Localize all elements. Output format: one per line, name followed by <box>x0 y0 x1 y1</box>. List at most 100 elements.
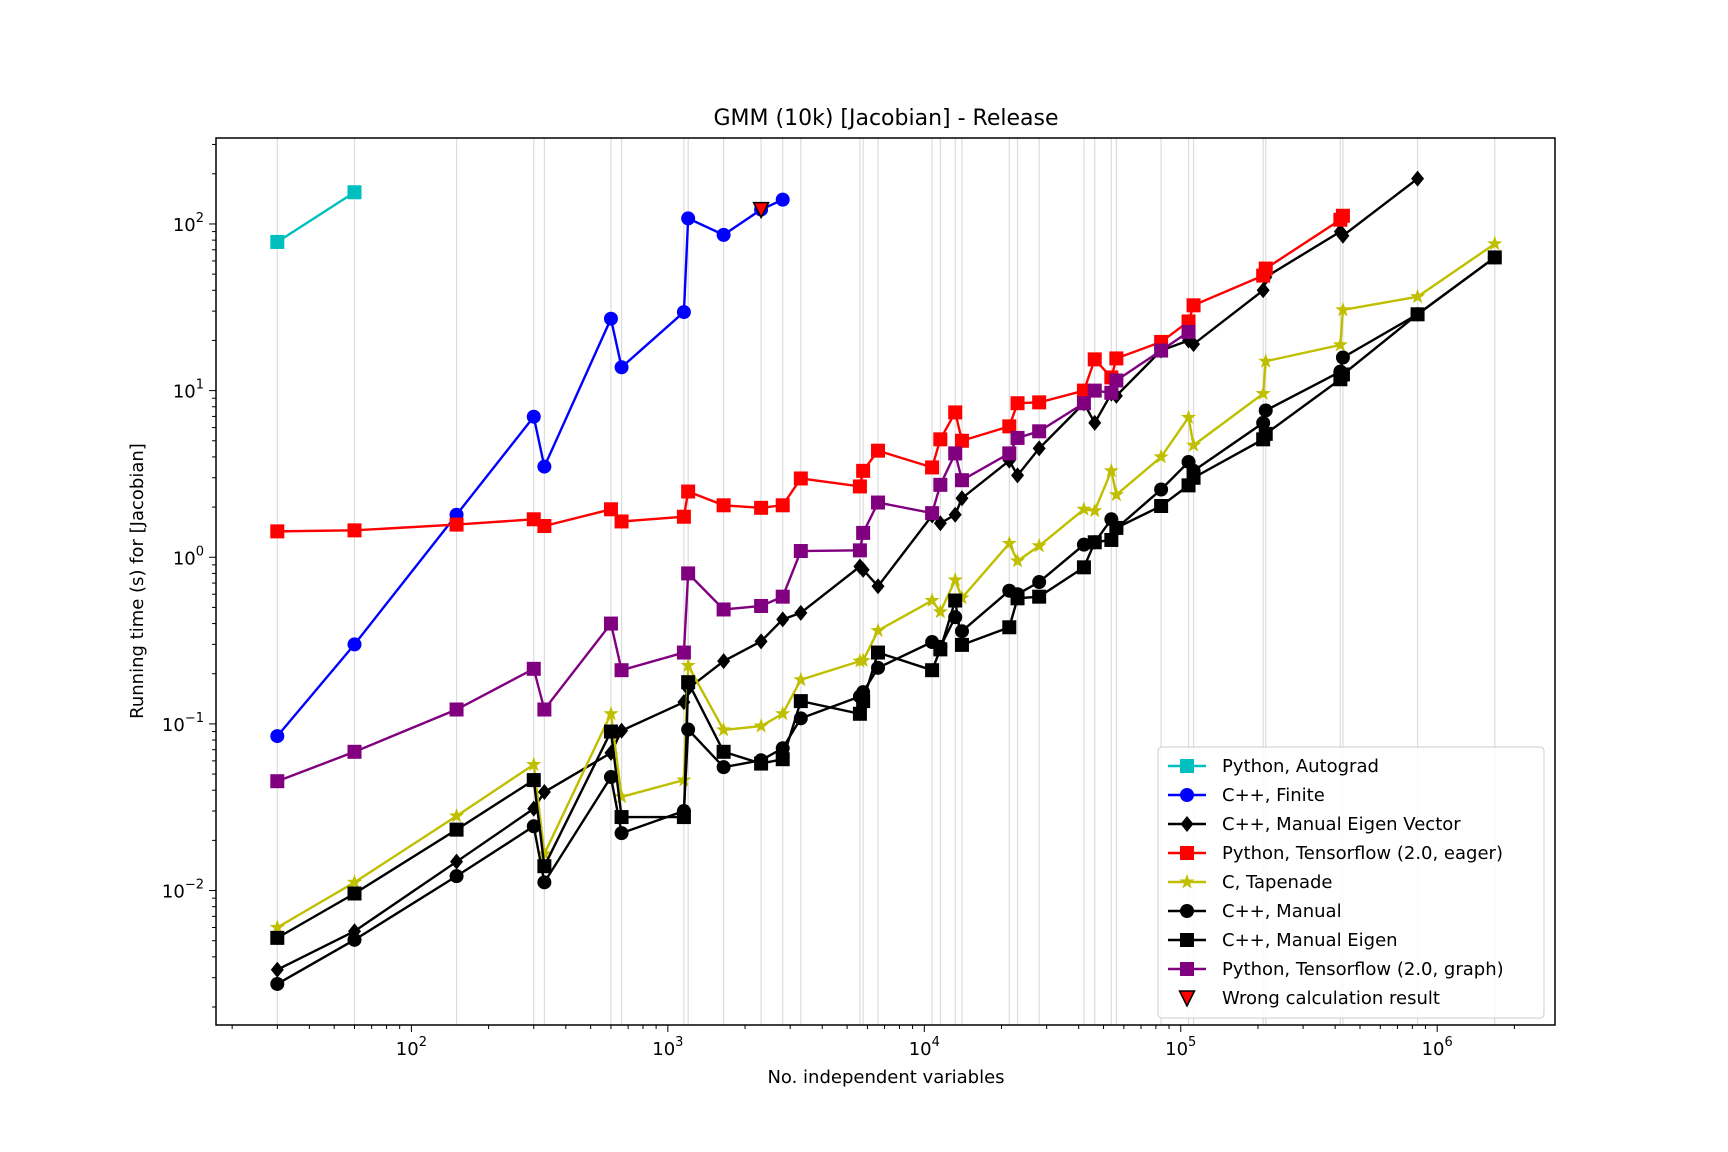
x-tick-exp: 4 <box>932 1035 940 1050</box>
data-point <box>933 642 948 657</box>
y-tick-exp: −2 <box>185 878 204 893</box>
y-tick-exp: 0 <box>196 544 204 559</box>
data-point <box>1032 424 1047 439</box>
data-point <box>948 405 963 420</box>
legend-marker <box>1180 933 1194 947</box>
y-tick-base: 10 <box>173 215 196 236</box>
data-point <box>1011 467 1025 484</box>
axes-frame <box>215 137 1556 1026</box>
data-point <box>1104 385 1119 400</box>
data-point <box>793 671 809 687</box>
data-point <box>681 211 696 226</box>
data-point <box>1032 589 1047 604</box>
data-point <box>1103 462 1119 478</box>
data-point <box>1087 502 1103 518</box>
data-point <box>1186 470 1201 485</box>
x-tick-base: 10 <box>396 1039 419 1060</box>
data-point <box>754 598 769 613</box>
data-point <box>924 592 940 607</box>
chart-title: GMM (10k) [Jacobian] - Release <box>714 106 1059 131</box>
data-point <box>955 490 969 507</box>
data-point <box>1256 282 1270 299</box>
data-point <box>347 886 362 901</box>
data-point <box>1087 383 1102 398</box>
legend-label: Python, Autograd <box>1222 756 1379 777</box>
legend-label: Python, Tensorflow (2.0, graph) <box>1222 959 1504 980</box>
data-point <box>614 360 629 375</box>
data-point <box>449 869 464 884</box>
data-point <box>270 976 285 991</box>
y-axis-label: Running time (s) for [Jacobian] <box>127 443 148 719</box>
data-point <box>603 705 619 721</box>
data-point <box>1187 336 1201 353</box>
data-point <box>1335 301 1351 317</box>
data-point <box>449 808 465 823</box>
legend-marker <box>1180 788 1194 802</box>
data-point <box>925 506 940 521</box>
y-tick-label: 10−2 <box>162 878 204 903</box>
x-axis-label: No. independent variables <box>767 1067 1004 1088</box>
data-point <box>716 498 731 513</box>
y-tick-exp: 2 <box>196 211 204 226</box>
legend-marker <box>1180 846 1194 860</box>
legend: Python, Autograd C++, Finite C++, Manual E… <box>1157 746 1545 1019</box>
legend-entry: C++, Manual <box>1168 901 1342 922</box>
data-point <box>852 479 867 494</box>
data-point <box>754 633 768 650</box>
data-point <box>1154 343 1169 358</box>
data-point <box>269 919 285 934</box>
legend-label: C++, Manual Eigen <box>1222 930 1398 951</box>
data-point <box>603 311 618 326</box>
data-point <box>603 616 618 631</box>
series-line <box>276 256 1496 939</box>
data-point <box>676 645 691 660</box>
data-point <box>775 705 791 721</box>
data-point <box>347 637 362 652</box>
data-point <box>1487 235 1503 251</box>
y-tick-base: 10 <box>173 382 196 403</box>
data-point <box>1104 532 1119 547</box>
y-tick-exp: −1 <box>185 711 204 726</box>
x-tick-exp: 3 <box>675 1035 683 1050</box>
data-point <box>1032 575 1047 590</box>
data-point <box>347 523 362 538</box>
legend-entry: C++, Manual Eigen Vector <box>1168 814 1461 835</box>
data-point <box>270 729 285 744</box>
data-point <box>793 544 808 559</box>
x-tick-base: 10 <box>1165 1039 1188 1060</box>
data-point <box>1002 419 1017 434</box>
data-point <box>526 756 542 772</box>
data-point <box>526 819 541 834</box>
data-point <box>537 875 552 890</box>
data-point <box>615 722 629 739</box>
x-tick-base: 10 <box>652 1039 675 1060</box>
data-point <box>1258 403 1273 418</box>
data-point <box>347 185 362 200</box>
y-tick-label: 100 <box>173 544 204 569</box>
data-point <box>794 604 808 621</box>
data-point <box>925 663 940 678</box>
data-point <box>870 622 886 638</box>
data-point <box>347 932 362 947</box>
data-point <box>948 446 963 461</box>
legend-label: C++, Finite <box>1222 785 1325 806</box>
y-tick-base: 10 <box>162 882 185 903</box>
data-point <box>526 409 541 424</box>
series-c-tapenade <box>269 235 1503 934</box>
legend-label: C, Tapenade <box>1222 872 1333 893</box>
data-point <box>1109 373 1124 388</box>
data-point <box>856 561 870 578</box>
data-point <box>449 822 464 837</box>
data-point <box>1487 250 1502 265</box>
data-point <box>855 652 871 667</box>
series-c-finite <box>270 192 790 744</box>
data-point <box>1336 227 1350 244</box>
legend-entry: Python, Autograd <box>1168 756 1379 777</box>
y-tick-label: 10−1 <box>162 711 204 736</box>
data-point <box>614 826 629 841</box>
data-point <box>1032 395 1047 410</box>
data-point <box>676 810 691 825</box>
data-point <box>1181 324 1196 339</box>
legend-marker <box>1180 962 1194 976</box>
data-point <box>716 721 732 737</box>
